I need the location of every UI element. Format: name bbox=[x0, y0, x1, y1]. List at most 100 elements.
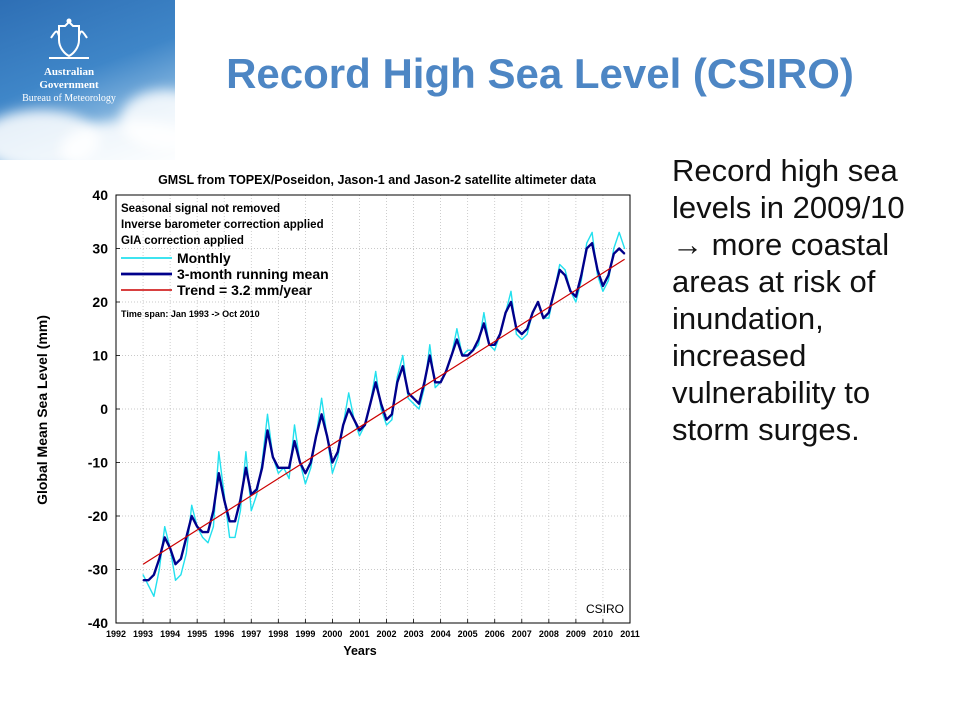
annotation-text: Inverse barometer correction applied bbox=[121, 219, 324, 231]
data-point bbox=[261, 467, 263, 469]
data-point bbox=[456, 328, 458, 330]
x-tick-label: 2001 bbox=[349, 629, 369, 639]
series-trend bbox=[142, 258, 625, 565]
data-point bbox=[461, 354, 463, 357]
data-point bbox=[596, 269, 599, 271]
x-tick-label: 1992 bbox=[106, 629, 126, 639]
data-point bbox=[477, 338, 480, 341]
data-point bbox=[412, 397, 415, 399]
data-point bbox=[147, 584, 150, 587]
data-point bbox=[396, 376, 398, 378]
y-tick-label: -30 bbox=[88, 562, 108, 578]
body-text: Record high sea levels in 2009/10 → more… bbox=[672, 153, 905, 447]
data-point bbox=[272, 456, 274, 458]
data-point bbox=[510, 301, 512, 303]
data-point bbox=[266, 413, 269, 415]
data-point bbox=[472, 349, 474, 351]
data-point bbox=[537, 301, 539, 303]
data-point bbox=[396, 381, 398, 383]
data-point bbox=[391, 419, 393, 421]
data-point bbox=[315, 435, 317, 437]
data-point bbox=[494, 349, 496, 351]
time-span-text: Time span: Jan 1993 -> Oct 2010 bbox=[121, 309, 260, 319]
y-tick-label: 10 bbox=[92, 348, 108, 364]
data-point bbox=[337, 451, 339, 453]
y-tick-label: -40 bbox=[88, 615, 108, 631]
data-point bbox=[310, 461, 312, 464]
data-point bbox=[310, 467, 312, 469]
data-point bbox=[391, 413, 393, 415]
y-tick-label: 20 bbox=[92, 294, 108, 310]
chart: GMSL from TOPEX/Poseidon, Jason-1 and Ja… bbox=[30, 160, 640, 660]
data-point bbox=[623, 247, 626, 250]
annotation-text: Seasonal signal not removed bbox=[121, 203, 280, 215]
data-point bbox=[375, 370, 377, 373]
data-point bbox=[591, 242, 593, 244]
data-point bbox=[207, 542, 209, 544]
x-tick-label: 1998 bbox=[268, 629, 288, 639]
x-tick-label: 2011 bbox=[620, 629, 640, 639]
x-tick-label: 2000 bbox=[322, 629, 342, 639]
data-point bbox=[423, 381, 425, 383]
data-point bbox=[218, 472, 220, 474]
series-line bbox=[142, 258, 625, 565]
data-point bbox=[201, 531, 204, 533]
legend-label: Trend = 3.2 mm/year bbox=[177, 282, 313, 298]
data-point bbox=[467, 354, 469, 357]
data-point bbox=[586, 242, 588, 244]
sea-level-chart: GMSL from TOPEX/Poseidon, Jason-1 and Ja… bbox=[34, 173, 640, 658]
annotation-text: GIA correction applied bbox=[121, 235, 244, 247]
x-tick-label: 2004 bbox=[431, 629, 451, 639]
y-tick-label: 0 bbox=[100, 401, 108, 417]
data-point bbox=[234, 520, 236, 522]
data-point bbox=[521, 338, 523, 341]
data-point bbox=[239, 499, 242, 501]
data-point bbox=[602, 290, 604, 292]
data-point bbox=[212, 526, 214, 528]
y-axis-label: Global Mean Sea Level (mm) bbox=[34, 315, 50, 505]
legend-label: Monthly bbox=[177, 250, 231, 266]
data-point bbox=[207, 531, 209, 533]
x-tick-label: 2005 bbox=[458, 629, 478, 639]
data-point bbox=[515, 333, 517, 335]
data-point bbox=[142, 579, 144, 581]
data-point bbox=[521, 333, 523, 335]
data-point bbox=[553, 290, 555, 292]
data-point bbox=[613, 253, 615, 255]
data-point bbox=[434, 381, 436, 383]
data-point bbox=[256, 488, 258, 490]
data-point bbox=[607, 274, 609, 276]
data-point bbox=[580, 274, 582, 276]
data-point bbox=[283, 467, 285, 469]
data-point bbox=[158, 558, 160, 560]
data-point bbox=[532, 312, 534, 314]
x-tick-label: 2002 bbox=[377, 629, 397, 639]
data-point bbox=[586, 247, 588, 250]
data-point bbox=[407, 397, 409, 399]
data-point bbox=[277, 472, 279, 474]
data-point bbox=[618, 231, 620, 234]
data-point bbox=[380, 408, 382, 410]
data-point bbox=[429, 354, 431, 357]
data-point bbox=[256, 494, 258, 496]
chart-title: GMSL from TOPEX/Poseidon, Jason-1 and Ja… bbox=[158, 173, 597, 187]
data-point bbox=[402, 354, 404, 357]
data-point bbox=[385, 419, 388, 421]
data-point bbox=[450, 354, 453, 357]
data-point bbox=[299, 461, 301, 464]
data-point bbox=[418, 403, 420, 405]
data-point bbox=[418, 408, 420, 410]
data-point bbox=[434, 387, 436, 389]
data-point bbox=[602, 285, 604, 287]
data-point bbox=[429, 344, 431, 346]
y-tick-label: 40 bbox=[92, 187, 108, 203]
x-tick-label: 2003 bbox=[404, 629, 424, 639]
data-point bbox=[153, 595, 155, 597]
data-point bbox=[380, 403, 382, 405]
x-tick-label: 1996 bbox=[214, 629, 234, 639]
data-point bbox=[569, 290, 572, 292]
data-point bbox=[331, 472, 334, 474]
data-point bbox=[212, 510, 214, 512]
y-tick-label: -10 bbox=[88, 455, 108, 471]
